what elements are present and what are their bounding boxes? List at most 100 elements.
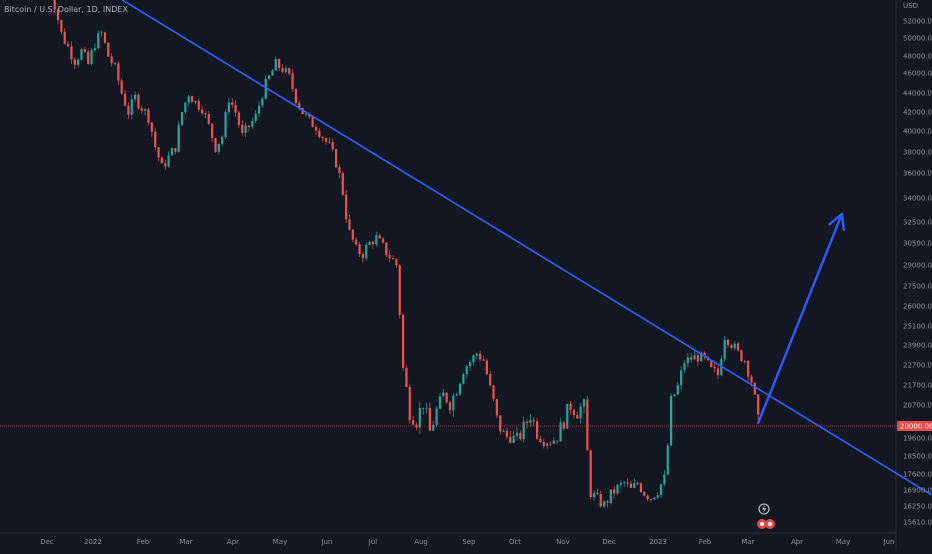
price-tick-label: 21700.00 bbox=[903, 382, 932, 390]
candle-body bbox=[113, 63, 117, 65]
candle-body bbox=[335, 149, 338, 168]
candle-body bbox=[529, 420, 532, 424]
candle-body bbox=[505, 431, 509, 437]
price-tick-label: 22700.00 bbox=[903, 362, 932, 370]
candle-body bbox=[519, 432, 522, 439]
candle-body bbox=[425, 407, 428, 409]
candle-body bbox=[137, 94, 140, 109]
time-tick-label: Oct bbox=[509, 538, 521, 546]
candle-body bbox=[268, 75, 271, 79]
candle-body bbox=[93, 48, 96, 51]
candle-body bbox=[408, 386, 411, 421]
candle-body bbox=[710, 360, 713, 367]
candle-body bbox=[747, 361, 750, 377]
candle-body bbox=[107, 42, 110, 57]
candle-body bbox=[355, 239, 358, 245]
candle-body bbox=[160, 157, 163, 164]
candle-body bbox=[757, 394, 760, 415]
candle-body bbox=[663, 474, 666, 485]
candle-body bbox=[127, 105, 130, 115]
candle-body bbox=[405, 368, 408, 387]
projection-arrow[interactable] bbox=[757, 212, 846, 425]
flash-icon[interactable] bbox=[758, 503, 770, 515]
price-tick-label: 18500.00 bbox=[903, 453, 932, 461]
candle-body bbox=[606, 501, 609, 503]
candle-body bbox=[509, 436, 512, 443]
candle-body bbox=[690, 357, 693, 360]
time-tick-label: Apr bbox=[227, 538, 239, 546]
candle-body bbox=[572, 410, 576, 416]
candle-body bbox=[472, 355, 475, 363]
chart-title: Bitcoin / U.S. Dollar, 1D, INDEX bbox=[4, 5, 128, 14]
candle-body bbox=[495, 399, 498, 416]
candle-body bbox=[676, 385, 679, 395]
candle-body bbox=[566, 403, 569, 429]
candle-body bbox=[328, 141, 331, 143]
candle-body bbox=[291, 73, 294, 90]
candle-body bbox=[278, 58, 281, 68]
candle-body bbox=[398, 265, 401, 315]
logo-badge-icon[interactable] bbox=[757, 519, 775, 529]
time-tick-label: Jun bbox=[321, 538, 333, 546]
candle-body bbox=[231, 102, 234, 105]
candle-body bbox=[485, 360, 488, 375]
candle-body bbox=[422, 407, 425, 409]
candle-body bbox=[680, 370, 683, 386]
candle-body bbox=[284, 68, 287, 72]
candle-body bbox=[643, 491, 646, 496]
candle-body bbox=[666, 445, 669, 475]
candle-body bbox=[726, 339, 730, 346]
candle-body bbox=[177, 124, 180, 152]
candle-body bbox=[475, 353, 478, 356]
candle-body bbox=[130, 99, 133, 115]
candle-body bbox=[753, 382, 756, 395]
candle-body bbox=[723, 339, 726, 359]
time-axis[interactable]: Dec 2022 Feb Mar Apr May Jun Jul Aug Sep Oct Nov Dec… bbox=[40, 538, 894, 546]
candle-body bbox=[716, 368, 720, 376]
trendline[interactable] bbox=[18, 0, 932, 522]
candle-body bbox=[656, 495, 659, 498]
candle-body bbox=[482, 359, 485, 361]
time-tick-label: Jul bbox=[368, 538, 378, 546]
candle-body bbox=[123, 93, 127, 106]
candle-body bbox=[385, 242, 388, 256]
candle-body bbox=[150, 122, 153, 132]
candle-body bbox=[730, 345, 733, 348]
time-tick-label: Mar bbox=[179, 538, 192, 546]
candle-body bbox=[586, 399, 589, 451]
candle-body bbox=[53, 0, 56, 10]
candle-body bbox=[489, 374, 492, 386]
price-tick-label: 15610.00 bbox=[903, 519, 932, 527]
candle-body bbox=[502, 431, 505, 432]
candle-body bbox=[60, 20, 63, 32]
candle-body bbox=[190, 96, 194, 103]
candle-body bbox=[170, 148, 174, 156]
candle-body bbox=[515, 432, 519, 436]
candle-body bbox=[63, 31, 66, 44]
time-tick-label: Nov bbox=[556, 538, 570, 546]
candle-body bbox=[274, 58, 277, 71]
candle-body bbox=[462, 374, 465, 384]
time-tick-label: Feb bbox=[137, 538, 150, 546]
time-tick-label: Dec bbox=[40, 538, 54, 546]
candle-body bbox=[582, 399, 586, 407]
candle-body bbox=[499, 415, 502, 432]
candle-body bbox=[194, 100, 197, 103]
candle-body bbox=[308, 113, 311, 117]
candle-body bbox=[167, 155, 170, 167]
candle-body bbox=[703, 352, 706, 357]
candle-body bbox=[636, 483, 639, 485]
price-tick-label: 50000.00 bbox=[903, 35, 932, 43]
candle-body bbox=[740, 350, 743, 362]
time-tick-label: Feb bbox=[699, 538, 712, 546]
candle-body bbox=[388, 255, 391, 259]
price-axis[interactable]: 52000.00 50000.00 48000.00 46000.00 44000.00… bbox=[903, 18, 932, 527]
candle-body bbox=[378, 235, 381, 239]
candle-body bbox=[737, 343, 740, 351]
candle-body bbox=[298, 102, 301, 108]
candle-body bbox=[294, 89, 297, 103]
candle-body bbox=[361, 253, 364, 259]
candle-body bbox=[164, 163, 167, 167]
